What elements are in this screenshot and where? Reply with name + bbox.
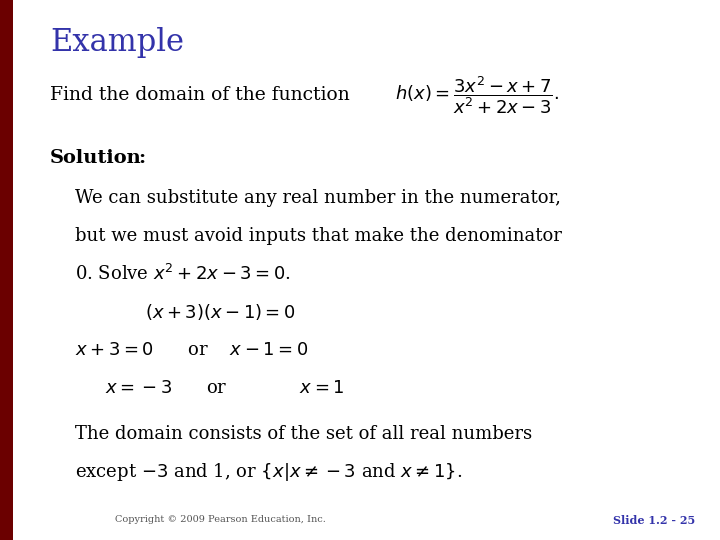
Text: Example: Example [50, 26, 184, 57]
Text: Copyright © 2009 Pearson Education, Inc.: Copyright © 2009 Pearson Education, Inc. [114, 516, 325, 524]
Text: We can substitute any real number in the numerator,: We can substitute any real number in the… [75, 189, 561, 207]
Text: Slide 1.2 - 25: Slide 1.2 - 25 [613, 515, 695, 525]
Text: The domain consists of the set of all real numbers: The domain consists of the set of all re… [75, 425, 532, 443]
Text: :: : [138, 149, 145, 167]
Text: $x + 3 = 0$      or    $x - 1 = 0$: $x + 3 = 0$ or $x - 1 = 0$ [75, 341, 308, 359]
Text: but we must avoid inputs that make the denominator: but we must avoid inputs that make the d… [75, 227, 562, 245]
Text: $x = -3$      or             $x = 1$: $x = -3$ or $x = 1$ [105, 379, 344, 397]
Text: except $-3$ and 1, or $\{x|x \neq -3$ and $x \neq 1\}$.: except $-3$ and 1, or $\{x|x \neq -3$ an… [75, 461, 462, 483]
Bar [0, 0, 13, 540]
Text: $(x + 3)(x - 1) = 0$: $(x + 3)(x - 1) = 0$ [145, 302, 296, 322]
Text: Solution: Solution [50, 149, 142, 167]
Text: 0. Solve $x^2 + 2x - 3 = 0$.: 0. Solve $x^2 + 2x - 3 = 0$. [75, 264, 291, 284]
Text: Find the domain of the function: Find the domain of the function [50, 86, 350, 104]
Text: $h(x)=\dfrac{3x^2-x+7}{x^2+2x-3}.$: $h(x)=\dfrac{3x^2-x+7}{x^2+2x-3}.$ [395, 74, 559, 116]
